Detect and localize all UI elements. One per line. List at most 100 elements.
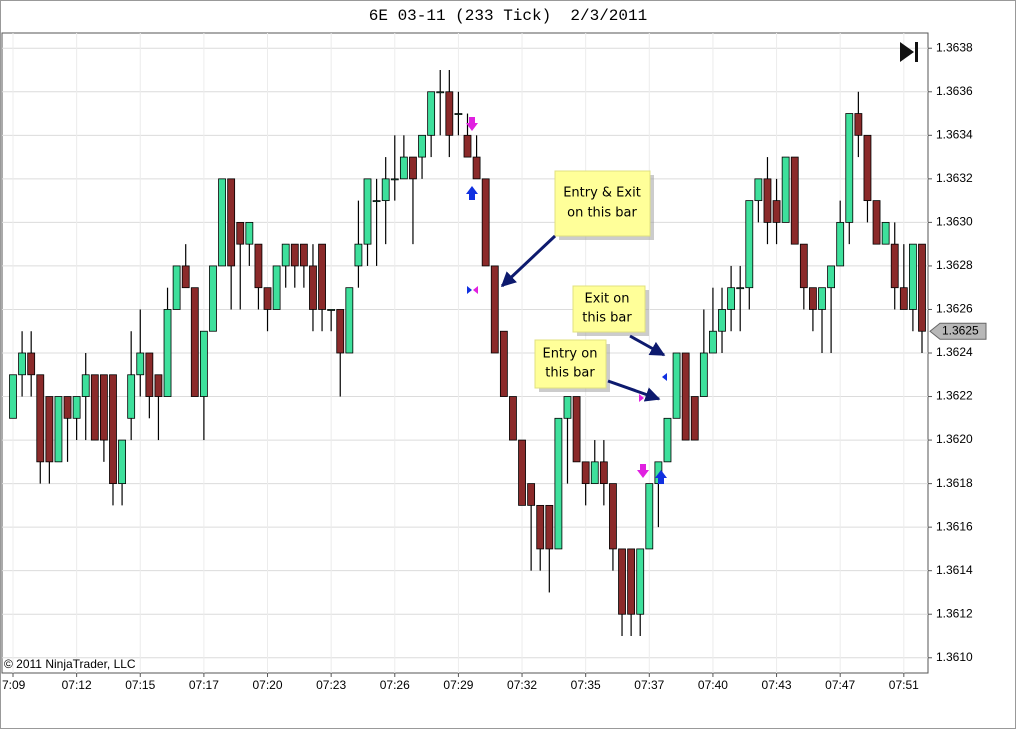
- candle-body: [809, 287, 817, 310]
- y-tick-label: 1.3610: [936, 650, 973, 664]
- play-icon[interactable]: [900, 42, 914, 62]
- sell-arrow: [637, 464, 649, 478]
- candle-body: [354, 243, 363, 267]
- candle-body: [763, 178, 772, 223]
- candle-body: [736, 287, 745, 290]
- y-tick-label: 1.3628: [936, 258, 973, 272]
- candle-body: [163, 309, 172, 397]
- candle-body: [790, 156, 799, 245]
- trade-markers: [466, 117, 667, 484]
- callout-text: this bar: [545, 366, 595, 381]
- candle-body: [418, 134, 426, 158]
- candle-body: [645, 483, 654, 550]
- y-tick-label: 1.3622: [936, 389, 973, 403]
- candle-body: [290, 243, 299, 267]
- x-tick-label: 07:17: [189, 678, 219, 692]
- callout: [534, 339, 607, 389]
- candle-body: [472, 156, 481, 180]
- candle-body: [909, 243, 917, 310]
- candle-body: [554, 417, 563, 550]
- x-tick-label: 07:26: [380, 678, 410, 692]
- candle-body: [745, 200, 754, 289]
- candle-body: [699, 352, 708, 397]
- candle-body: [872, 200, 881, 245]
- candle-body: [36, 374, 45, 463]
- y-tick-label: 1.3614: [936, 563, 973, 577]
- x-tick-label: 07:40: [698, 678, 728, 692]
- candle-body: [499, 330, 508, 397]
- play-icon-bar[interactable]: [915, 42, 918, 62]
- candle-body: [609, 483, 617, 550]
- callout: [554, 170, 651, 237]
- candle-body: [845, 113, 854, 223]
- y-tick-label: 1.3620: [936, 432, 973, 446]
- candle-body: [545, 504, 554, 550]
- candle-body: [345, 287, 354, 354]
- callout-arrow: [607, 379, 661, 402]
- x-tick-label: 07:23: [316, 678, 346, 692]
- candle-body: [509, 396, 517, 441]
- buy-arrow: [655, 470, 667, 484]
- candle-body: [18, 352, 26, 376]
- candle-body: [881, 221, 890, 245]
- candle-body: [54, 396, 63, 463]
- candle-body: [436, 91, 445, 94]
- x-tick-label: 07:47: [825, 678, 855, 692]
- candle-body: [636, 548, 645, 615]
- candle-body: [618, 548, 626, 615]
- last-price-label: 1.3625: [942, 323, 979, 337]
- callout-text: this bar: [582, 311, 632, 326]
- candle-body: [590, 461, 599, 485]
- candle-body: [281, 243, 290, 267]
- candle-body: [536, 504, 545, 550]
- x-tick-label: 07:43: [762, 678, 792, 692]
- candle-body: [172, 265, 181, 310]
- candle-body: [799, 243, 808, 289]
- candle-body: [627, 548, 636, 615]
- candle-body: [481, 178, 490, 267]
- candle-body: [427, 91, 436, 136]
- candle-body: [245, 221, 254, 245]
- candle-body: [463, 134, 472, 158]
- sell-arrow: [466, 117, 478, 131]
- candle-body: [209, 265, 217, 332]
- entry-triangle: [639, 394, 644, 402]
- candle-body: [190, 287, 199, 397]
- last-price-marker: [929, 322, 987, 340]
- callouts: Entry & Exit on this bar Exit on this ba…: [500, 170, 666, 402]
- candle-body: [772, 200, 781, 223]
- y-tick-label: 1.3618: [936, 476, 973, 490]
- candle-body: [181, 265, 190, 289]
- play-button[interactable]: [900, 42, 918, 62]
- candle-body: [309, 265, 317, 310]
- candle-body: [727, 287, 736, 310]
- y-tick-label: 1.3634: [936, 127, 973, 141]
- y-tick-label: 1.3630: [936, 215, 973, 229]
- exit-triangle: [662, 373, 667, 381]
- candle-body: [445, 91, 454, 136]
- candle-body: [9, 374, 17, 419]
- candle-body: [263, 287, 272, 310]
- candle-body: [718, 309, 726, 332]
- candle-body: [227, 178, 236, 267]
- y-tick-label: 1.3638: [936, 40, 973, 54]
- callout-text: Exit on: [585, 292, 630, 307]
- candle-body: [754, 178, 763, 202]
- candle-body: [690, 396, 699, 441]
- candle-body: [899, 287, 908, 310]
- candle-body: [236, 221, 245, 245]
- y-tick-label: 1.3636: [936, 84, 973, 98]
- candle-body: [672, 352, 681, 419]
- candle-body: [663, 417, 672, 463]
- candle-body: [709, 330, 717, 354]
- candle-body: [890, 243, 899, 289]
- candle-body: [390, 178, 399, 181]
- callout: [572, 285, 646, 333]
- copyright: © 2011 NinjaTrader, LLC: [4, 657, 136, 671]
- callout-arrow: [500, 234, 557, 288]
- candle-body: [63, 396, 72, 419]
- candle-body: [381, 178, 390, 202]
- candle-body: [918, 243, 926, 332]
- candle-body: [854, 113, 863, 136]
